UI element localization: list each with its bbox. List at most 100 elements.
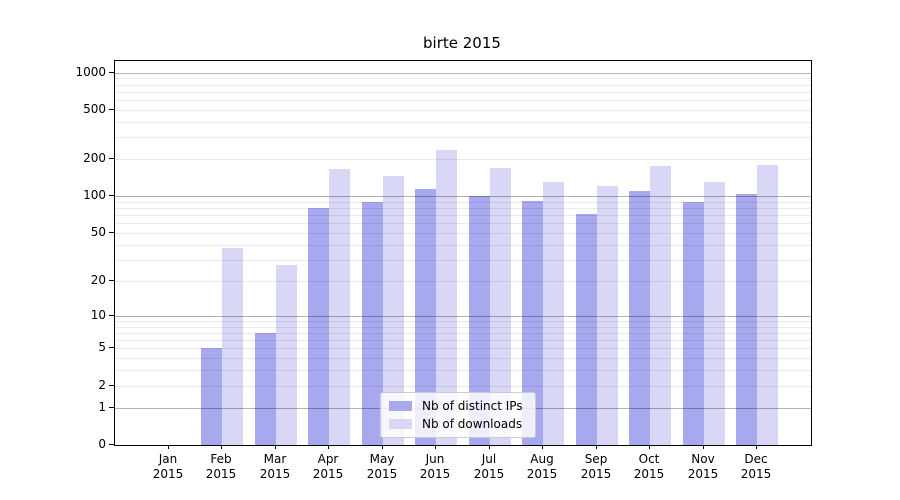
x-tick-jan [168,445,169,449]
y-tick-5 [109,347,114,348]
x-tick-label-jun: Jun 2015 [419,452,451,481]
legend-item-distinct-ips: Nb of distinct IPs [389,399,523,413]
x-tick-label-sep: Sep 2015 [580,452,612,481]
gridline-40 [115,245,811,246]
gridline-3 [115,370,811,371]
gridline-8 [115,327,811,328]
gridline-80 [115,208,811,209]
gridline-600 [115,100,811,101]
bar-nb-of-distinct-ips-may [361,201,383,445]
x-tick-label-aug: Aug 2015 [526,452,558,481]
x-tick-sep [596,445,597,449]
bar-nb-of-distinct-ips-jul [468,196,490,445]
bar-nb-of-distinct-ips-feb [201,348,223,445]
legend: Nb of distinct IPs Nb of downloads [380,392,536,438]
bar-nb-of-distinct-ips-aug [522,200,544,445]
y-tick-label-20: 20 [90,273,106,287]
gridline-10 [115,316,811,317]
x-tick-jun [435,445,436,449]
bar-nb-of-downloads-feb [222,247,244,445]
x-tick-label-feb: Feb 2015 [205,452,237,481]
y-tick-label-1: 1 [98,400,106,414]
x-tick-jul [489,445,490,449]
gridline-60 [115,223,811,224]
y-tick-200 [109,158,114,159]
legend-label-distinct-ips: Nb of distinct IPs [422,399,523,413]
gridline-900 [115,78,811,79]
bar-nb-of-distinct-ips-sep [575,213,597,445]
legend-label-downloads: Nb of downloads [422,417,523,431]
bar-nb-of-downloads-sep [596,186,618,445]
x-tick-apr [328,445,329,449]
gridline-100 [115,196,811,197]
bar-nb-of-downloads-dec [757,164,779,445]
x-tick-mar [275,445,276,449]
gridline-4 [115,358,811,359]
grid-layer [115,61,811,445]
x-tick-may [382,445,383,449]
x-tick-label-apr: Apr 2015 [312,452,344,481]
gridline-6 [115,340,811,341]
x-tick-label-oct: Oct 2015 [633,452,665,481]
gridline-700 [115,92,811,93]
y-tick-label-2: 2 [98,378,106,392]
y-tick-500 [109,109,114,110]
x-tick-nov [703,445,704,449]
x-tick-dec [756,445,757,449]
y-tick-label-500: 500 [83,102,106,116]
gridline-200 [115,159,811,160]
gridline-70 [115,215,811,216]
x-tick-oct [649,445,650,449]
plot-area: Nb of distinct IPs Nb of downloads [114,60,812,446]
y-tick-100 [109,195,114,196]
y-tick-label-0: 0 [98,437,106,451]
bar-nb-of-downloads-nov [703,182,725,445]
x-tick-label-mar: Mar 2015 [259,452,291,481]
bar-nb-of-downloads-jul [489,168,511,445]
bar-nb-of-downloads-apr [329,169,351,445]
y-tick-0 [109,444,114,445]
bar-nb-of-downloads-oct [650,166,672,445]
gridline-1000 [115,73,811,74]
x-tick-label-jan: Jan 2015 [152,452,184,481]
bars-layer [115,61,811,445]
gridline-30 [115,260,811,261]
y-tick-label-50: 50 [90,225,106,239]
y-tick-1 [109,407,114,408]
legend-swatch-downloads [389,419,412,429]
y-tick-50 [109,232,114,233]
gridline-90 [115,202,811,203]
x-tick-feb [221,445,222,449]
gridline-7 [115,333,811,334]
gridline-20 [115,281,811,282]
y-tick-label-10: 10 [90,308,106,322]
bar-nb-of-distinct-ips-nov [682,201,704,445]
legend-swatch-distinct-ips [389,401,412,411]
x-tick-label-jul: Jul 2015 [473,452,505,481]
y-tick-2 [109,385,114,386]
gridline-400 [115,122,811,123]
bar-nb-of-distinct-ips-apr [308,208,330,445]
gridline-800 [115,85,811,86]
x-tick-label-dec: Dec 2015 [740,452,772,481]
bar-nb-of-distinct-ips-mar [254,332,276,445]
bar-nb-of-distinct-ips-oct [629,191,651,445]
bar-nb-of-distinct-ips-dec [736,193,758,445]
bar-nb-of-downloads-jun [436,150,458,445]
y-tick-20 [109,280,114,281]
bar-nb-of-distinct-ips-jun [415,188,437,445]
gridline-500 [115,110,811,111]
x-tick-label-may: May 2015 [366,452,398,481]
gridline-50 [115,233,811,234]
y-tick-label-1000: 1000 [75,65,106,79]
gridline-300 [115,137,811,138]
bar-nb-of-downloads-mar [275,265,297,445]
gridline-5 [115,348,811,349]
y-tick-label-200: 200 [83,151,106,165]
bar-nb-of-downloads-aug [543,182,565,445]
bar-nb-of-downloads-may [382,176,404,445]
gridline-2 [115,386,811,387]
x-tick-label-nov: Nov 2015 [687,452,719,481]
legend-item-downloads: Nb of downloads [389,417,523,431]
